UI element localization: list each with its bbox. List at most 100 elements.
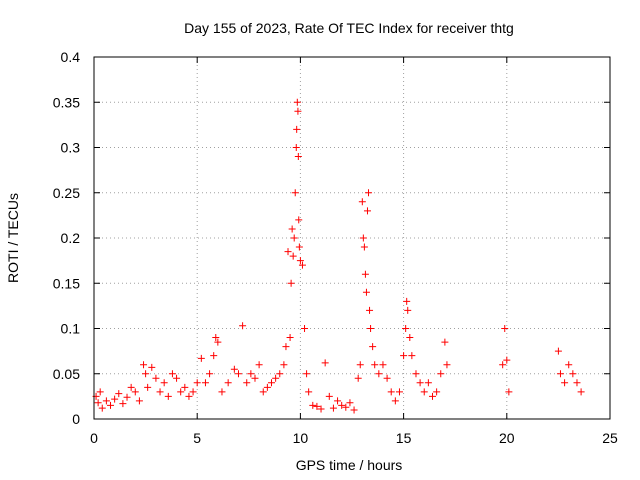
data-point xyxy=(268,379,276,387)
y-tick-label: 0.05 xyxy=(53,366,80,382)
data-point xyxy=(334,397,342,405)
data-point xyxy=(290,234,298,242)
y-tick-label: 0.2 xyxy=(61,230,81,246)
x-tick-label: 0 xyxy=(90,430,98,446)
data-point xyxy=(400,352,408,360)
data-point xyxy=(358,198,366,206)
data-point xyxy=(371,361,379,369)
data-point xyxy=(292,144,300,151)
data-point xyxy=(412,370,420,378)
data-point xyxy=(569,370,577,378)
data-point xyxy=(363,207,371,215)
data-point xyxy=(286,334,294,342)
data-point xyxy=(96,388,104,396)
data-point xyxy=(296,257,304,265)
data-point xyxy=(354,374,362,382)
data-point xyxy=(395,388,403,396)
data-point xyxy=(346,399,354,407)
data-point xyxy=(366,306,374,314)
data-point xyxy=(369,343,377,351)
data-point xyxy=(406,334,414,342)
data-point xyxy=(383,374,391,382)
data-point xyxy=(362,288,370,296)
data-point xyxy=(303,370,311,378)
y-tick-label: 0.15 xyxy=(53,275,80,291)
y-tick-label: 0.1 xyxy=(61,321,81,337)
data-point xyxy=(164,392,172,400)
data-point xyxy=(102,397,110,405)
x-tick-label: 5 xyxy=(193,430,201,446)
data-point xyxy=(289,252,297,260)
data-point xyxy=(185,392,193,400)
x-axis-label: GPS time / hours xyxy=(296,457,403,473)
data-point xyxy=(379,361,387,369)
data-point xyxy=(321,359,329,367)
data-point xyxy=(160,379,168,387)
data-point xyxy=(156,388,164,396)
data-point xyxy=(282,343,290,351)
data-point xyxy=(350,406,358,414)
data-point xyxy=(317,405,325,413)
data-point xyxy=(243,379,251,387)
data-point xyxy=(573,379,581,387)
grid-lines xyxy=(94,57,610,419)
data-point xyxy=(152,374,160,382)
data-point xyxy=(189,388,197,396)
data-point xyxy=(561,379,569,387)
data-point xyxy=(301,325,309,332)
x-tick-label: 20 xyxy=(499,430,515,446)
data-point xyxy=(291,189,299,197)
data-point xyxy=(107,401,115,409)
data-point xyxy=(272,374,280,382)
y-tick-label: 0 xyxy=(72,411,80,427)
data-point xyxy=(298,261,306,269)
data-point xyxy=(505,388,513,396)
data-point xyxy=(402,325,410,332)
data-point xyxy=(359,234,367,242)
data-point xyxy=(577,388,585,396)
y-axis-tick-labels: 0 0.05 0.1 0.15 0.2 0.25 0.3 0.35 0.4 xyxy=(53,49,80,427)
data-point xyxy=(142,370,150,378)
data-point xyxy=(210,352,218,360)
axis-ticks xyxy=(93,56,611,420)
data-point xyxy=(119,400,127,408)
data-point xyxy=(115,390,123,398)
y-tick-label: 0.4 xyxy=(61,49,81,65)
data-point xyxy=(554,347,562,355)
data-point xyxy=(144,383,152,391)
y-tick-label: 0.3 xyxy=(61,140,81,156)
data-point xyxy=(251,374,259,382)
data-point xyxy=(424,379,432,387)
plot-frame xyxy=(93,56,611,420)
data-point xyxy=(367,325,375,332)
data-point xyxy=(201,379,209,387)
data-point xyxy=(230,365,238,373)
y-tick-label: 0.35 xyxy=(53,94,80,110)
y-axis-label: ROTI / TECUs xyxy=(5,193,21,283)
data-point xyxy=(428,392,436,400)
data-point xyxy=(148,363,156,371)
data-point xyxy=(239,322,247,330)
data-point xyxy=(94,399,102,407)
data-point xyxy=(342,403,350,411)
data-point xyxy=(288,225,296,233)
y-tick-label: 0.25 xyxy=(53,185,80,201)
data-point xyxy=(404,306,412,314)
data-point xyxy=(98,404,106,412)
data-point xyxy=(437,370,445,378)
data-point xyxy=(313,402,321,410)
data-point xyxy=(294,153,302,161)
data-point xyxy=(408,352,416,360)
data-point xyxy=(140,361,148,369)
x-axis-tick-labels: 0 5 10 15 20 25 xyxy=(90,430,618,446)
data-point xyxy=(123,393,131,401)
data-point xyxy=(433,388,441,396)
data-point xyxy=(305,388,313,396)
data-point xyxy=(173,374,181,382)
data-point xyxy=(197,354,205,362)
data-point xyxy=(329,404,337,412)
data-point xyxy=(247,370,255,378)
data-point xyxy=(263,383,271,391)
data-point xyxy=(168,370,176,378)
